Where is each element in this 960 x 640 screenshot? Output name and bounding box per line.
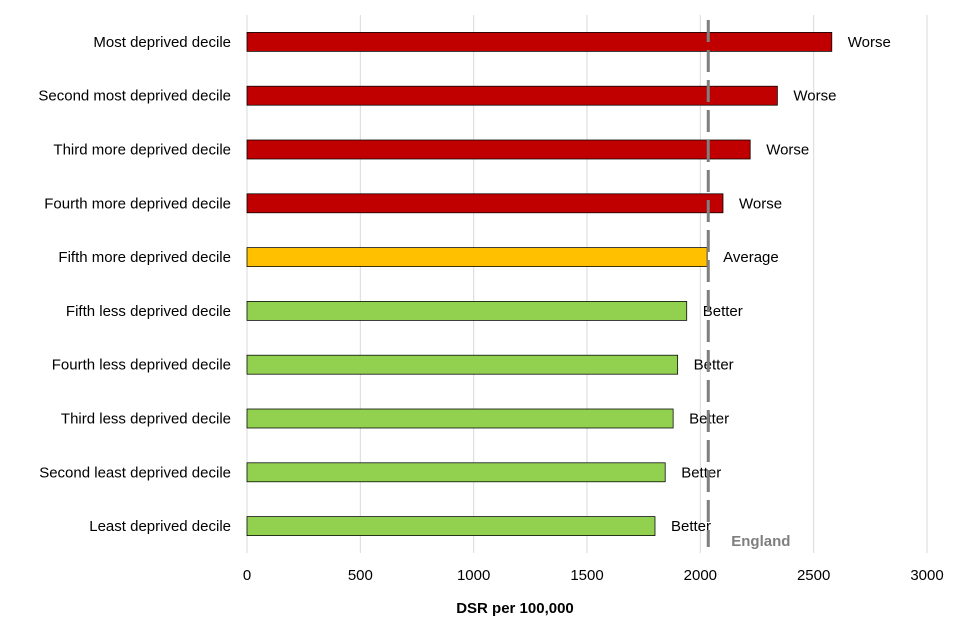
category-label-1: Second most deprived decile — [38, 88, 231, 105]
bar-3 — [246, 193, 724, 214]
category-label-3: Fourth more deprived decile — [44, 195, 231, 212]
x-tick-label-2: 1000 — [457, 567, 490, 584]
x-tick-label-0: 0 — [243, 567, 251, 584]
category-label-4: Fifth more deprived decile — [58, 249, 231, 266]
bar-1 — [246, 85, 778, 106]
data-labels: Worse Worse Worse Worse Average Better Better B… — [671, 34, 891, 535]
x-tick-label-5: 2500 — [797, 567, 830, 584]
bar-0 — [246, 32, 833, 52]
category-labels: Most deprived decile Second most deprived… — [38, 34, 231, 535]
data-label-3: Worse — [739, 195, 782, 212]
category-label-0: Most deprived decile — [93, 34, 231, 51]
data-label-8: Better — [681, 464, 721, 481]
x-tick-label-6: 3000 — [910, 567, 943, 584]
bar-5 — [246, 301, 688, 321]
bar-7 — [246, 408, 674, 429]
category-label-7: Third less deprived decile — [61, 411, 231, 428]
data-label-0: Worse — [848, 34, 891, 51]
category-label-5: Fifth less deprived decile — [66, 303, 231, 320]
bar-6 — [246, 354, 679, 375]
data-label-9: Better — [671, 518, 711, 535]
x-tick-labels: 0 500 1000 1500 2000 2500 3000 — [243, 567, 944, 584]
bar-8 — [246, 462, 666, 483]
england-reference: England — [706, 20, 790, 550]
england-reference-label: England — [731, 533, 790, 550]
data-label-4: Average — [723, 249, 779, 266]
data-label-2: Worse — [766, 142, 809, 159]
category-label-8: Second least deprived decile — [39, 464, 231, 481]
data-label-1: Worse — [793, 88, 836, 105]
bars — [246, 32, 833, 536]
category-label-9: Least deprived decile — [89, 518, 231, 535]
bar-2 — [246, 139, 751, 160]
bar-4 — [246, 247, 708, 267]
x-tick-label-3: 1500 — [570, 567, 603, 584]
x-axis-title: DSR per 100,000 — [456, 600, 574, 617]
x-tick-label-1: 500 — [348, 567, 373, 584]
data-label-5: Better — [703, 303, 743, 320]
x-tick-label-4: 2000 — [684, 567, 717, 584]
bar-9 — [246, 516, 656, 536]
category-label-6: Fourth less deprived decile — [52, 357, 231, 374]
category-label-2: Third more deprived decile — [53, 142, 231, 159]
data-label-6: Better — [694, 357, 734, 374]
